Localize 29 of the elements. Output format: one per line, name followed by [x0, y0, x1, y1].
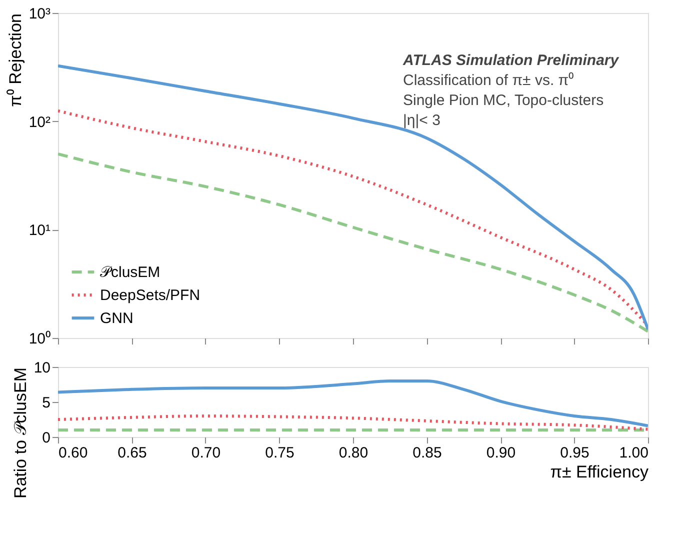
y-tick-label: 10²	[28, 114, 50, 131]
x-tick-label: 0.75	[265, 444, 294, 462]
legend-label: 𝒫clusEM	[100, 264, 160, 281]
line-series	[58, 380, 648, 428]
y-tick-label: 10¹	[28, 222, 50, 240]
legend-label: DeepSets/PFN	[100, 287, 200, 304]
y-tick-label: 0	[42, 430, 50, 446]
annotation: Single Pion MC, Topo-clusters	[403, 92, 604, 109]
annotation: Classification of π± vs. π⁰	[403, 72, 574, 89]
line-series	[58, 414, 648, 431]
legend-label: GNN	[100, 310, 134, 327]
annotation: |η|< 3	[403, 112, 440, 129]
line-series	[58, 152, 648, 333]
x-tick-label: 0.65	[118, 444, 147, 462]
x-tick-label: 0.80	[338, 444, 368, 462]
y-tick-label: 10	[34, 360, 50, 376]
y-axis-title: π⁰ Rejection	[6, 14, 25, 107]
x-axis-title: π± Efficiency	[550, 462, 649, 482]
y-tick-label: 5	[42, 394, 50, 412]
annotation: ATLAS Simulation Preliminary	[402, 52, 620, 69]
x-tick-label: 0.85	[412, 444, 442, 462]
x-tick-label: 0.90	[486, 444, 516, 462]
y-tick-label: 10³	[28, 6, 50, 22]
y-tick-label: 10⁰	[28, 330, 50, 348]
x-tick-label: 0.70	[191, 444, 221, 462]
y-axis-title: Ratio to 𝒫clusEM	[10, 368, 30, 499]
x-tick-label: 0.60	[58, 444, 88, 462]
x-tick-label: 1.00	[619, 444, 648, 462]
x-tick-label: 0.95	[560, 444, 590, 462]
